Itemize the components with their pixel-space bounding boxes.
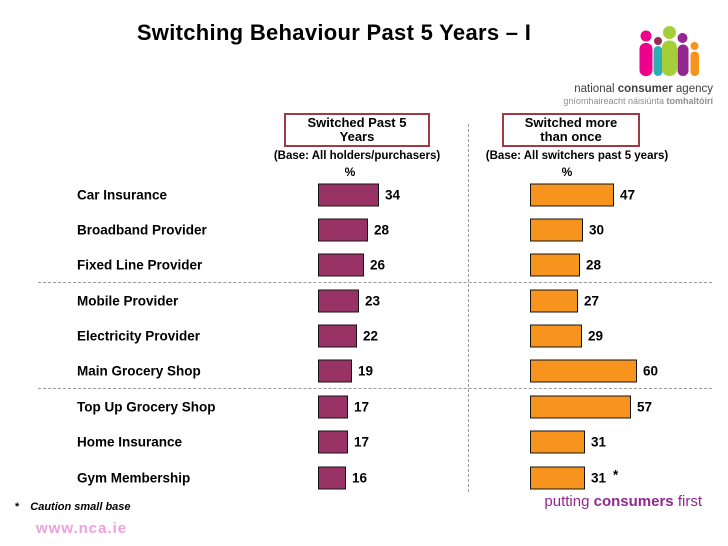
row-label: Electricity Provider	[77, 328, 201, 344]
footnote-text: Caution small base	[30, 501, 131, 513]
logo-figure-green	[662, 26, 677, 76]
bar-more	[530, 395, 631, 419]
page-title: Switching Behaviour Past 5 Years – I	[136, 20, 532, 45]
row-label: Top Up Grocery Shop	[77, 399, 216, 415]
bar-more	[530, 183, 614, 207]
bar-group-past5: 16	[318, 466, 368, 490]
bar-group-past5: 17	[318, 395, 370, 419]
bar-past5-value: 17	[354, 399, 370, 415]
bar-more-value: 30	[589, 222, 605, 238]
bar-past5-value: 19	[358, 363, 374, 379]
bar-more-value: 31	[591, 434, 607, 450]
logo-figure-teal	[653, 37, 663, 76]
bar-past5	[318, 253, 364, 277]
bar-more-value: 47	[620, 187, 636, 203]
bar-past5	[318, 183, 379, 207]
footnote-marker: *	[15, 501, 20, 513]
bar-more	[530, 430, 585, 454]
footnote: * Caution small base	[15, 501, 131, 513]
bar-more-value: 31	[591, 470, 607, 486]
bar-more-value: 57	[637, 399, 653, 415]
header-box-more: Switched more than once	[502, 113, 640, 147]
bar-group-more: 31	[530, 430, 607, 454]
bar-group-past5: 26	[318, 253, 386, 277]
bar-group-more: 47	[530, 183, 636, 207]
tagline: putting consumers first	[544, 493, 702, 510]
chart-row: Mobile Provider 23 27	[38, 283, 712, 318]
bar-past5	[318, 218, 368, 242]
row-label: Gym Membership	[77, 470, 191, 486]
bar-more-value: 27	[584, 293, 600, 309]
bar-more-value: 28	[586, 257, 602, 273]
row-label: Mobile Provider	[77, 293, 179, 309]
bar-more-value: 60	[643, 363, 659, 379]
bar-more	[530, 289, 578, 313]
chart-row: Fixed Line Provider 26 28	[38, 248, 712, 284]
bar-more-note: *	[613, 467, 619, 483]
logo-figure-pink	[639, 30, 653, 76]
bar-group-past5: 17	[318, 430, 370, 454]
bar-past5-value: 26	[370, 257, 386, 273]
bar-past5	[318, 430, 348, 454]
bar-past5	[318, 289, 359, 313]
bar-more-value: 29	[588, 328, 604, 344]
website-link[interactable]: www.nca.ie	[36, 520, 128, 537]
bar-past5	[318, 324, 357, 348]
bar-group-past5: 34	[318, 183, 401, 207]
row-label: Main Grocery Shop	[77, 363, 201, 379]
header-box-past5: Switched Past 5 Years	[284, 113, 430, 147]
bar-past5-value: 22	[363, 328, 379, 344]
row-label: Broadband Provider	[77, 222, 207, 238]
chart-row: Top Up Grocery Shop 17 57	[38, 389, 712, 424]
bar-more	[530, 466, 585, 490]
bar-group-past5: 22	[318, 324, 379, 348]
nca-logo-figures-icon	[639, 26, 699, 76]
logo-figure-purple	[677, 33, 689, 76]
bar-group-past5: 19	[318, 359, 374, 383]
bar-group-more: 57	[530, 395, 653, 419]
bar-more	[530, 253, 580, 277]
bar-past5	[318, 466, 346, 490]
nca-logo: national consumer agency gníomhaireacht …	[563, 26, 713, 106]
bar-group-more: 29	[530, 324, 604, 348]
bar-past5-value: 28	[374, 222, 390, 238]
row-label: Home Insurance	[77, 434, 183, 450]
logo-sub-line: gníomhaireacht náisiúnta tomhaltóirí	[563, 96, 713, 106]
logo-name-line: national consumer agency	[574, 83, 713, 95]
bar-group-more: 60	[530, 359, 659, 383]
percent-label-more: %	[561, 165, 573, 179]
chart-rows: Car Insurance 34 47 Broadband Provider 2…	[38, 177, 712, 496]
logo-figure-orange	[690, 42, 699, 76]
bar-past5-value: 34	[385, 187, 401, 203]
bar-group-more: 27	[530, 289, 600, 313]
vertical-divider-dashed	[468, 124, 469, 492]
chart-row: Electricity Provider 22 29	[38, 319, 712, 354]
base-label-past5: (Base: All holders/purchasers)	[273, 150, 441, 162]
bar-group-past5: 28	[318, 218, 390, 242]
bar-past5	[318, 359, 352, 383]
bar-group-more: 30	[530, 218, 605, 242]
bar-more	[530, 324, 582, 348]
chart-row: Car Insurance 34 47	[38, 177, 712, 212]
bar-group-past5: 23	[318, 289, 381, 313]
bar-past5-value: 16	[352, 470, 368, 486]
bar-more	[530, 359, 637, 383]
bar-past5-value: 17	[354, 434, 370, 450]
percent-label-past5: %	[344, 165, 356, 179]
chart-row: Home Insurance 17 31	[38, 425, 712, 460]
chart-row: Broadband Provider 28 30	[38, 212, 712, 247]
chart-row: Main Grocery Shop 19 60	[38, 354, 712, 390]
base-label-more: (Base: All switchers past 5 years)	[485, 150, 669, 162]
chart-row: Gym Membership 16 31 *	[38, 460, 712, 495]
bar-past5	[318, 395, 348, 419]
row-label: Fixed Line Provider	[77, 257, 203, 273]
bar-group-more: 31 *	[530, 466, 619, 490]
bar-more	[530, 218, 583, 242]
bar-group-more: 28	[530, 253, 602, 277]
row-label: Car Insurance	[77, 187, 168, 203]
bar-past5-value: 23	[365, 293, 381, 309]
